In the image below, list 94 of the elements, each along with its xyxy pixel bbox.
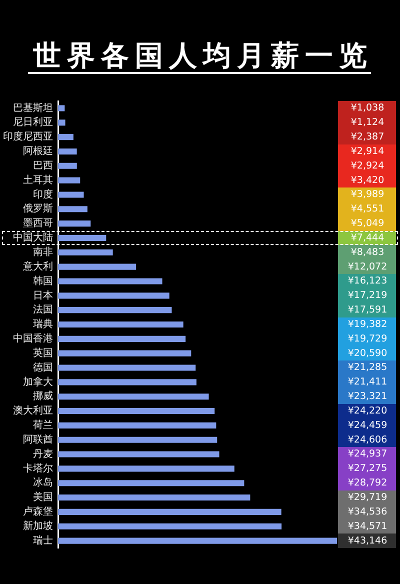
y-tick-label: 挪威 bbox=[33, 390, 53, 402]
y-tick-label: 英国 bbox=[33, 346, 53, 359]
bar bbox=[58, 350, 192, 356]
bar bbox=[58, 379, 196, 386]
bar bbox=[58, 177, 80, 184]
data-label: ¥28,792 bbox=[348, 478, 388, 489]
y-tick-label: 巴基斯坦 bbox=[13, 102, 53, 114]
bar bbox=[58, 307, 172, 314]
data-label: ¥5,049 bbox=[350, 218, 384, 230]
y-tick-label: 巴西 bbox=[33, 160, 53, 172]
y-tick-label: 冰岛 bbox=[33, 476, 53, 489]
data-label: ¥1,038 bbox=[350, 102, 384, 114]
y-tick-label: 南非 bbox=[33, 246, 53, 258]
data-label: ¥17,591 bbox=[348, 304, 388, 316]
y-tick-label: 印度尼西亚 bbox=[3, 130, 53, 143]
chart-title: 世界各国人均月薪一览 bbox=[32, 39, 374, 72]
y-tick-label: 中国香港 bbox=[13, 332, 53, 345]
bar bbox=[58, 234, 106, 242]
y-tick-label: 荷兰 bbox=[33, 419, 53, 432]
y-tick-label: 德国 bbox=[33, 362, 53, 374]
data-label: ¥27,275 bbox=[348, 463, 388, 474]
bar bbox=[58, 220, 91, 227]
y-tick-label: 印度 bbox=[33, 188, 53, 200]
bar bbox=[58, 408, 215, 414]
y-tick-label: 新加坡 bbox=[23, 520, 53, 532]
bar bbox=[58, 508, 282, 515]
data-label: ¥2,387 bbox=[350, 132, 384, 143]
bar bbox=[58, 494, 250, 501]
y-tick-label: 加拿大 bbox=[23, 376, 53, 388]
data-label: ¥1,124 bbox=[350, 117, 384, 128]
data-label: ¥21,285 bbox=[348, 362, 388, 374]
bar bbox=[58, 120, 66, 126]
data-label: ¥24,220 bbox=[348, 405, 388, 416]
bar bbox=[58, 278, 162, 284]
data-label: ¥20,590 bbox=[348, 348, 388, 359]
data-label: ¥7,444 bbox=[350, 232, 384, 244]
data-label: ¥3,989 bbox=[350, 189, 384, 200]
y-tick-label: 瑞典 bbox=[33, 318, 53, 330]
y-tick-label: 阿联酋 bbox=[23, 433, 53, 446]
bar bbox=[58, 480, 244, 486]
data-label: ¥24,459 bbox=[348, 420, 388, 431]
data-label: ¥2,914 bbox=[350, 146, 384, 157]
bar bbox=[58, 249, 113, 256]
y-tick-label: 阿根廷 bbox=[23, 145, 53, 158]
bar bbox=[58, 134, 74, 140]
data-label: ¥19,382 bbox=[348, 318, 388, 330]
data-label: ¥34,536 bbox=[348, 506, 388, 518]
y-tick-label: 墨西哥 bbox=[23, 218, 53, 230]
data-label: ¥19,729 bbox=[348, 333, 388, 344]
bar bbox=[58, 148, 77, 154]
bar bbox=[58, 206, 88, 212]
y-tick-label: 丹麦 bbox=[33, 448, 53, 460]
data-label: ¥34,571 bbox=[348, 520, 388, 532]
data-label: ¥8,483 bbox=[350, 246, 384, 258]
y-tick-label: 意大利 bbox=[22, 260, 53, 272]
bar bbox=[58, 162, 77, 169]
y-tick-label: 尼日利亚 bbox=[13, 116, 53, 128]
bar bbox=[58, 105, 65, 112]
bar bbox=[58, 292, 170, 299]
y-tick-label: 日本 bbox=[33, 289, 53, 302]
data-label: ¥4,551 bbox=[350, 204, 384, 215]
y-tick-label: 土耳其 bbox=[23, 174, 53, 186]
bar bbox=[58, 466, 234, 472]
y-tick-label: 卡塔尔 bbox=[23, 462, 53, 474]
bar bbox=[58, 192, 84, 198]
y-tick-label: 俄罗斯 bbox=[23, 202, 53, 215]
y-tick-label: 法国 bbox=[33, 304, 53, 316]
data-label: ¥24,937 bbox=[348, 448, 388, 460]
bar bbox=[58, 436, 218, 443]
bar bbox=[58, 394, 209, 400]
data-label: ¥2,924 bbox=[350, 160, 384, 172]
y-tick-label: 瑞士 bbox=[33, 534, 53, 546]
data-label: ¥12,072 bbox=[348, 261, 388, 272]
bar bbox=[58, 336, 186, 342]
y-tick-label: 韩国 bbox=[33, 274, 53, 287]
bar bbox=[58, 264, 136, 270]
data-label: ¥16,123 bbox=[348, 276, 388, 287]
y-tick-label: 美国 bbox=[33, 491, 53, 504]
bar bbox=[58, 422, 216, 428]
bar bbox=[58, 364, 196, 371]
data-label: ¥3,420 bbox=[350, 174, 384, 186]
data-label: ¥24,606 bbox=[348, 434, 388, 446]
bar bbox=[58, 523, 282, 530]
y-tick-label: 卢森堡 bbox=[23, 506, 53, 518]
data-label: ¥21,411 bbox=[348, 376, 388, 388]
data-label: ¥43,146 bbox=[348, 535, 388, 546]
bar bbox=[58, 321, 184, 328]
data-label: ¥23,321 bbox=[348, 391, 388, 402]
data-label: ¥29,719 bbox=[348, 492, 388, 503]
bar bbox=[58, 451, 220, 458]
y-tick-label: 中国大陆 bbox=[13, 232, 53, 244]
y-tick-label: 澳大利亚 bbox=[13, 404, 53, 417]
bar bbox=[58, 538, 337, 544]
data-label: ¥17,219 bbox=[348, 290, 388, 302]
